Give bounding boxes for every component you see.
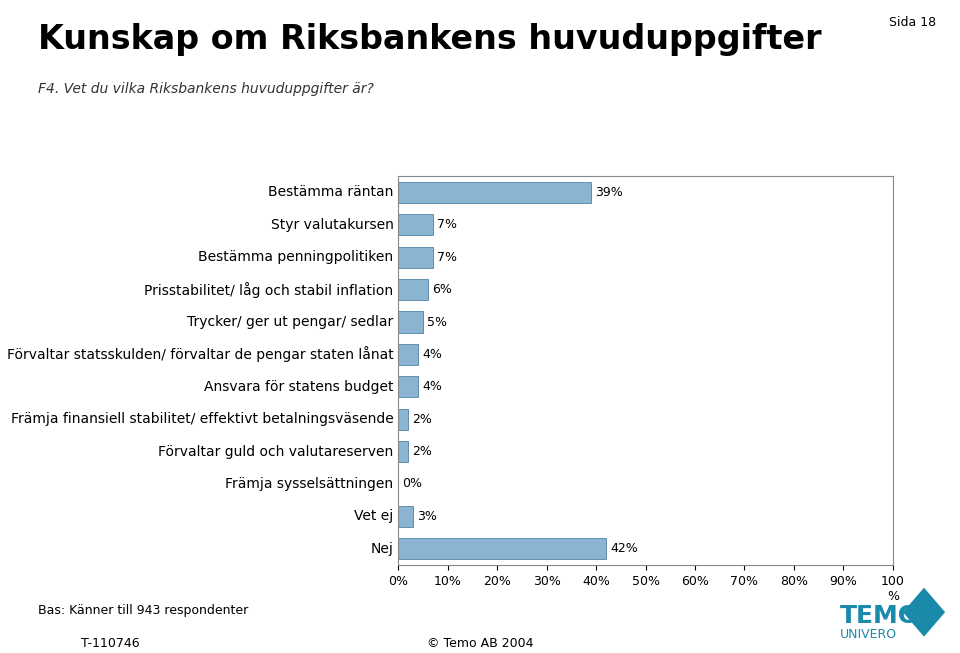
Text: Främja sysselsättningen: Främja sysselsättningen [226,477,394,491]
Text: Styr valutakursen: Styr valutakursen [271,218,394,232]
Text: 4%: 4% [422,380,442,393]
Text: Förvaltar guld och valutareserven: Förvaltar guld och valutareserven [158,445,394,458]
Bar [398,506,413,527]
Text: 39%: 39% [595,186,623,199]
Text: Förvaltar statsskulden/ förvaltar de pengar staten lånat: Förvaltar statsskulden/ förvaltar de pen… [7,346,394,362]
Bar [398,214,433,235]
Polygon shape [902,588,946,637]
Text: 5%: 5% [427,315,447,328]
Bar [398,376,419,397]
Text: 0%: 0% [402,477,422,490]
Bar [398,538,606,559]
Bar [398,247,433,268]
Text: 2%: 2% [412,413,432,426]
Text: Prisstabilitet/ låg och stabil inflation: Prisstabilitet/ låg och stabil inflation [144,281,394,298]
Text: 6%: 6% [432,283,452,296]
Text: Bestämma penningpolitiken: Bestämma penningpolitiken [199,250,394,264]
Text: © Temo AB 2004: © Temo AB 2004 [427,637,533,650]
Text: 7%: 7% [437,251,457,264]
Text: Sida 18: Sida 18 [889,16,936,29]
Text: Trycker/ ger ut pengar/ sedlar: Trycker/ ger ut pengar/ sedlar [187,315,394,329]
Bar [398,441,408,462]
Text: 42%: 42% [610,542,637,555]
Text: 7%: 7% [437,218,457,231]
Text: TEMO: TEMO [840,604,920,628]
Text: Kunskap om Riksbankens huvuduppgifter: Kunskap om Riksbankens huvuduppgifter [38,23,822,56]
Bar [398,344,419,365]
Text: UNIVERO: UNIVERO [840,628,898,641]
Bar [398,279,428,300]
Bar [398,409,408,430]
Text: 3%: 3% [418,510,437,523]
Text: Bestämma räntan: Bestämma räntan [268,185,394,200]
Bar [398,182,591,203]
Text: 4%: 4% [422,348,442,361]
Text: Främja finansiell stabilitet/ effektivt betalningsväsende: Främja finansiell stabilitet/ effektivt … [11,412,394,426]
Text: Ansvara för statens budget: Ansvara för statens budget [204,380,394,394]
Text: 2%: 2% [412,445,432,458]
Text: Vet ej: Vet ej [354,509,394,523]
Text: Bas: Känner till 943 respondenter: Bas: Känner till 943 respondenter [38,604,249,617]
Text: F4. Vet du vilka Riksbankens huvuduppgifter är?: F4. Vet du vilka Riksbankens huvuduppgif… [38,82,374,95]
Text: T-110746: T-110746 [81,637,140,650]
Bar [398,311,423,332]
Text: Nej: Nej [371,541,394,556]
